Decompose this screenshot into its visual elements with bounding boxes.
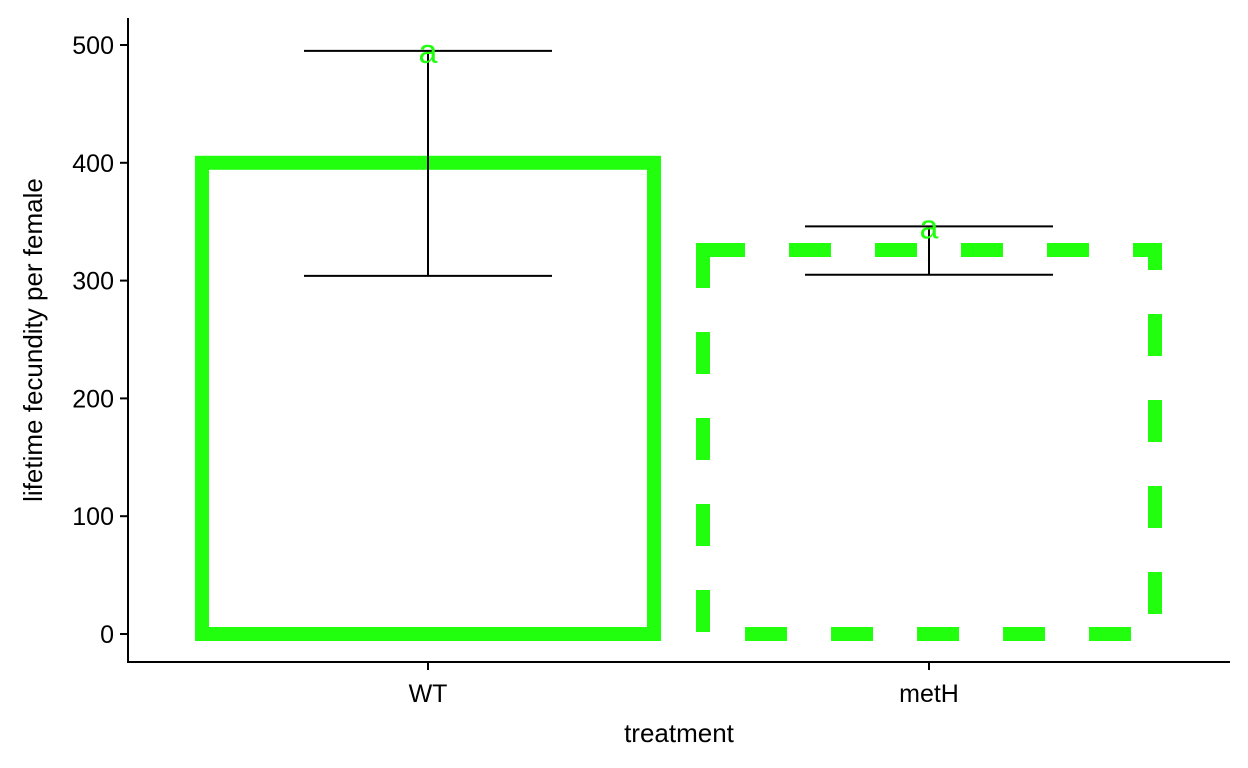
- y-tick-label-400: 400: [72, 150, 114, 178]
- y-tick-label-0: 0: [100, 621, 114, 649]
- x-axis-title: treatment: [624, 718, 735, 748]
- error-bars-layer: [304, 49, 1053, 277]
- y-tick-label-100: 100: [72, 503, 114, 531]
- significance-label-wt: a: [419, 33, 438, 71]
- y-axis-title: lifetime fecundity per female: [18, 178, 48, 502]
- y-tick-label-200: 200: [72, 385, 114, 413]
- y-tick-label-300: 300: [72, 268, 114, 296]
- y-tick-label-500: 500: [72, 32, 114, 60]
- y-ticks-layer: 0 100 200 300 400 500: [72, 32, 128, 649]
- x-tick-label-meth: metH: [899, 680, 959, 708]
- significance-labels-layer: aa: [419, 33, 939, 247]
- x-tick-label-wt: WT: [409, 680, 448, 708]
- bars-layer: [195, 155, 1162, 642]
- axes-layer: [127, 18, 1230, 663]
- x-ticks-layer: WT metH: [409, 662, 959, 708]
- bar-meth: [696, 242, 1162, 642]
- significance-label-meth: a: [920, 208, 939, 246]
